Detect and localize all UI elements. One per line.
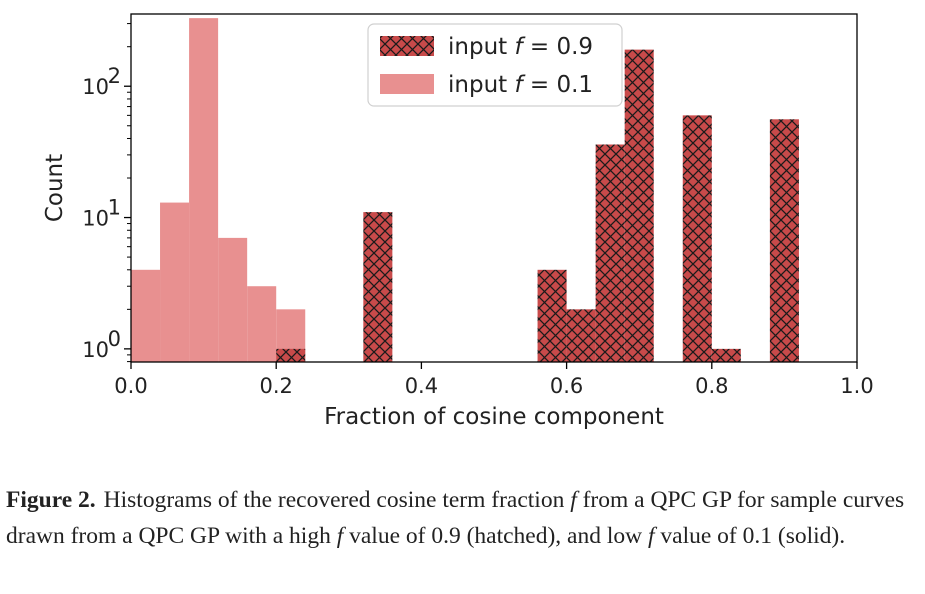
x-tick-label: 0.2 [259, 374, 292, 398]
x-axis-title: Fraction of cosine component [324, 404, 664, 430]
bar-hatched-5 [624, 49, 654, 363]
bar-solid-3 [218, 237, 248, 362]
caption-part-1: Histograms of the recovered cosine term … [103, 487, 571, 513]
bar-hatched-4 [595, 144, 625, 362]
legend-swatch-hatched [380, 36, 434, 56]
caption-var-f-1: f [570, 487, 577, 513]
legend-label: input f = 0.9 [448, 34, 593, 60]
figure-label: Figure 2. [6, 487, 96, 513]
caption-part-4: value of 0.1 (solid). [654, 523, 846, 549]
bar-solid-0 [131, 269, 161, 362]
x-tick-label: 1.0 [840, 374, 873, 398]
figure-caption: Figure 2. Histograms of the recovered cos… [6, 482, 918, 554]
plot-frame [130, 13, 858, 363]
bar-hatched-1 [363, 212, 393, 362]
y-tick-exponent: 0 [108, 327, 121, 351]
x-tick-label: 0.6 [550, 374, 583, 398]
bar-hatched-7 [711, 348, 741, 362]
y-axis-title: Count [42, 154, 68, 222]
legend-label-prefix: input [448, 34, 514, 60]
bar-hatched-6 [682, 115, 712, 362]
caption-part-2: from a QPC GP for sample curves drawn fr… [6, 487, 905, 549]
legend-label-var: f [514, 34, 525, 60]
x-tick-label: 0.8 [695, 374, 728, 398]
y-tick-exponent: 1 [108, 196, 121, 220]
caption-var-f-2: f [336, 523, 344, 549]
caption-var-f-3: f [648, 523, 655, 549]
legend-label-prefix: input [448, 72, 514, 98]
y-tick-label: 10 [82, 207, 109, 231]
bar-hatched-3 [566, 309, 596, 362]
y-tick-label: 10 [82, 75, 109, 99]
bars-layer [131, 18, 799, 363]
x-tick-label: 0.0 [114, 374, 147, 398]
legend-swatch-solid [380, 74, 434, 94]
legend-label-suffix: = 0.9 [523, 34, 593, 60]
legend-label: input f = 0.1 [448, 72, 593, 98]
bar-hatched-0 [276, 348, 306, 362]
legend-label-var: f [514, 72, 525, 98]
y-tick-exponent: 2 [108, 64, 121, 88]
x-tick-label: 0.4 [405, 374, 438, 398]
y-tick-label: 10 [82, 338, 109, 362]
caption-part-3: value of 0.9 (hatched), and low [343, 523, 648, 549]
bar-solid-1 [160, 202, 190, 362]
bar-hatched-8 [769, 119, 799, 362]
bar-solid-4 [247, 286, 277, 362]
legend-label-suffix: = 0.1 [523, 72, 593, 98]
bar-hatched-2 [537, 269, 567, 362]
bar-solid-2 [189, 18, 219, 363]
